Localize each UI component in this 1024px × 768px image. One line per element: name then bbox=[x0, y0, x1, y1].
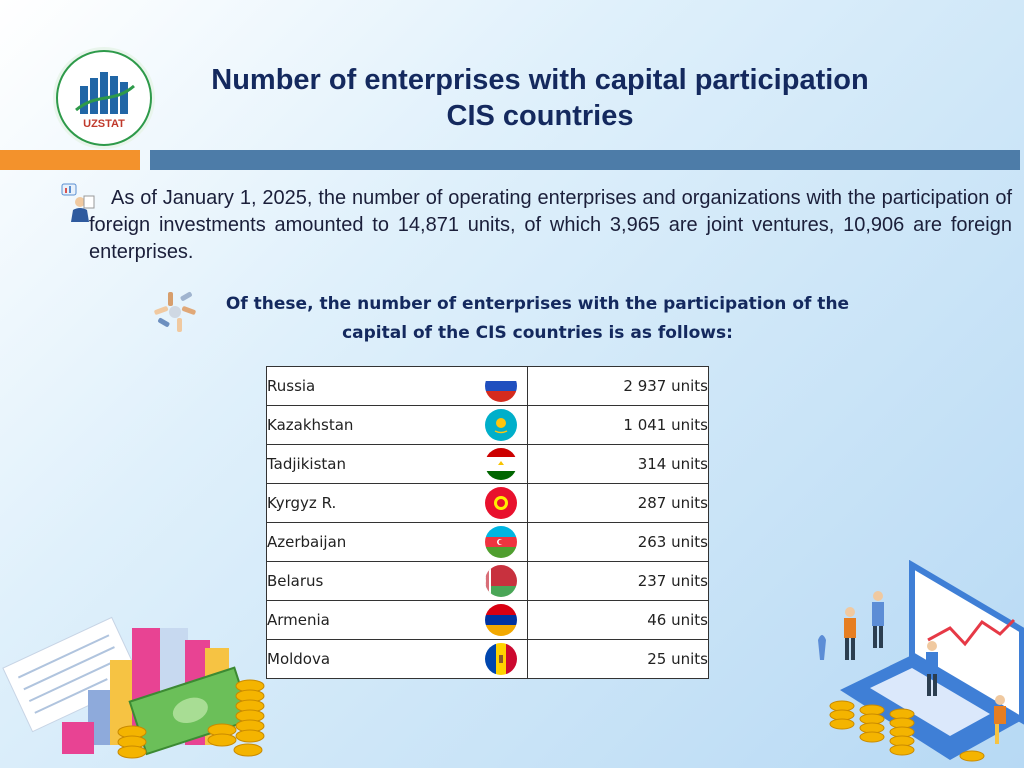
logo-text: UZSTAT bbox=[83, 118, 125, 130]
orange-divider bbox=[0, 150, 140, 170]
enterprise-count: 25 units bbox=[527, 639, 709, 679]
uzstat-logo: UZSTAT bbox=[56, 50, 152, 146]
country-name: Armenia bbox=[267, 611, 330, 629]
title-line-1: Number of enterprises with capital parti… bbox=[211, 64, 869, 96]
tajikistan-flag-icon bbox=[485, 448, 517, 480]
enterprise-count: 314 units bbox=[527, 444, 709, 484]
table-row: Russia 2 937 units bbox=[266, 366, 709, 406]
armenia-flag-icon bbox=[485, 604, 517, 636]
subtitle-line-1: Of these, the number of enterprises with… bbox=[225, 294, 850, 314]
analyst-icon bbox=[61, 183, 95, 222]
azerbaijan-flag-icon bbox=[485, 526, 517, 558]
bar-chart-logo-icon bbox=[75, 72, 135, 114]
country-name: Kazakhstan bbox=[267, 416, 354, 434]
belarus-flag-icon bbox=[485, 565, 517, 597]
table-row: Azerbaijan 263 units bbox=[266, 522, 709, 562]
blue-divider bbox=[150, 150, 1020, 170]
kazakhstan-flag-icon bbox=[485, 409, 517, 441]
page-title: Number of enterprises with capital parti… bbox=[160, 62, 920, 134]
section-subtitle: Of these, the number of enterprises with… bbox=[205, 290, 870, 348]
table-row: Kazakhstan 1 041 units bbox=[266, 405, 709, 445]
finance-illustration bbox=[2, 616, 265, 759]
table-row: Kyrgyz R. 287 units bbox=[266, 483, 709, 523]
business-laptop-illustration bbox=[818, 560, 1024, 762]
table-row: Belarus 237 units bbox=[266, 561, 709, 601]
country-name: Russia bbox=[267, 377, 316, 395]
country-name: Belarus bbox=[267, 572, 324, 590]
enterprise-count: 287 units bbox=[527, 483, 709, 523]
handshake-team-icon bbox=[154, 292, 196, 332]
country-name: Kyrgyz R. bbox=[267, 494, 337, 512]
moldova-flag-icon bbox=[485, 643, 517, 675]
enterprise-count: 46 units bbox=[527, 600, 709, 640]
enterprise-count: 2 937 units bbox=[527, 366, 709, 406]
country-name: Tadjikistan bbox=[267, 455, 346, 473]
title-line-2: CIS countries bbox=[446, 100, 634, 132]
intro-paragraph: As of January 1, 2025, the number of ope… bbox=[89, 187, 1012, 263]
table-row: Armenia 46 units bbox=[266, 600, 709, 640]
enterprise-count: 263 units bbox=[527, 522, 709, 562]
enterprise-count: 237 units bbox=[527, 561, 709, 601]
russia-flag-icon bbox=[485, 370, 517, 402]
kyrgyzstan-flag-icon bbox=[485, 487, 517, 519]
cis-enterprises-table: Russia 2 937 units Kazakhstan 1 041 unit… bbox=[266, 366, 709, 679]
subtitle-line-2: capital of the CIS countries is as follo… bbox=[342, 323, 733, 343]
country-name: Azerbaijan bbox=[267, 533, 347, 551]
table-row: Tadjikistan 314 units bbox=[266, 444, 709, 484]
country-name: Moldova bbox=[267, 650, 331, 668]
enterprise-count: 1 041 units bbox=[527, 405, 709, 445]
table-row: Moldova 25 units bbox=[266, 639, 709, 679]
